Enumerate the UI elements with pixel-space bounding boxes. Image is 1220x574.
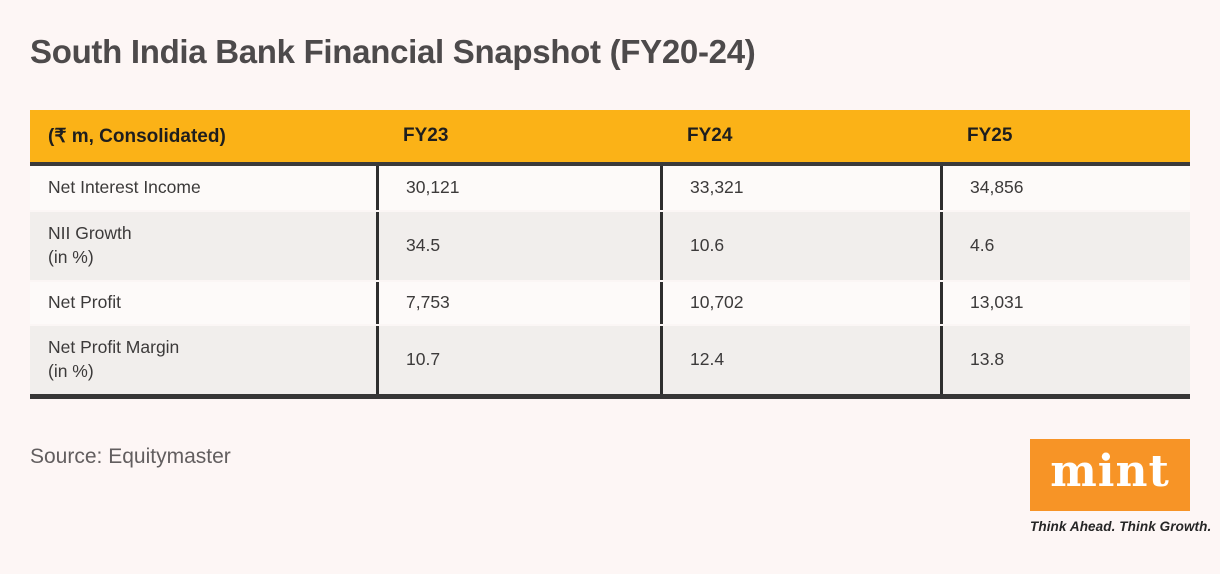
cell-value: 10.7	[406, 349, 441, 370]
cell-value: 10.6	[690, 235, 725, 256]
mint-brand: mint Think Ahead. Think Growth.	[1030, 439, 1212, 534]
table-row: Net Profit 7,753 10,702 13,031	[30, 280, 1190, 324]
cell-value: 4.6	[970, 235, 995, 256]
cell-value: 33,321	[690, 177, 744, 198]
cell-value: 13.8	[970, 349, 1005, 370]
row-label: Net Profit Margin (in %)	[48, 337, 180, 381]
cell-value: 12.4	[690, 349, 725, 370]
financial-table: (₹ m, Consolidated) FY23 FY24 FY25 Net I…	[30, 110, 1190, 399]
row-label: NII Growth (in %)	[48, 223, 132, 267]
table-row: NII Growth (in %) 34.5 10.6 4.6	[30, 210, 1190, 280]
header-fy23: FY23	[403, 125, 449, 146]
cell-value: 13,031	[970, 292, 1024, 313]
cell-value: 10,702	[690, 292, 744, 313]
cell-value: 7,753	[406, 292, 450, 313]
mint-logo-text: mint	[1050, 446, 1170, 497]
infographic-page: South India Bank Financial Snapshot (FY2…	[30, 33, 1212, 534]
table-row: Net Interest Income 30,121 33,321 34,856	[30, 166, 1190, 210]
table-body: Net Interest Income 30,121 33,321 34,856…	[30, 166, 1190, 399]
row-label: Net Interest Income	[48, 177, 201, 198]
source-note: Source: Equitymaster	[30, 445, 231, 468]
table-header-row: (₹ m, Consolidated) FY23 FY24 FY25	[30, 110, 1190, 166]
cell-value: 34,856	[970, 177, 1024, 198]
page-title: South India Bank Financial Snapshot (FY2…	[30, 33, 756, 70]
cell-value: 34.5	[406, 235, 441, 256]
mint-logo: mint	[1030, 439, 1190, 511]
cell-value: 30,121	[406, 177, 460, 198]
row-label: Net Profit	[48, 292, 121, 313]
header-fy25: FY25	[967, 125, 1013, 146]
footer: Source: Equitymaster mint Think Ahead. T…	[30, 439, 1212, 534]
header-fy24: FY24	[687, 125, 733, 146]
header-metric: (₹ m, Consolidated)	[48, 125, 226, 147]
table-row: Net Profit Margin (in %) 10.7 12.4 13.8	[30, 324, 1190, 394]
mint-tagline: Think Ahead. Think Growth.	[1030, 519, 1212, 534]
